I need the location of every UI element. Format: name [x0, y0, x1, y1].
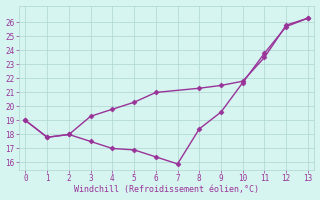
X-axis label: Windchill (Refroidissement éolien,°C): Windchill (Refroidissement éolien,°C): [74, 185, 259, 194]
